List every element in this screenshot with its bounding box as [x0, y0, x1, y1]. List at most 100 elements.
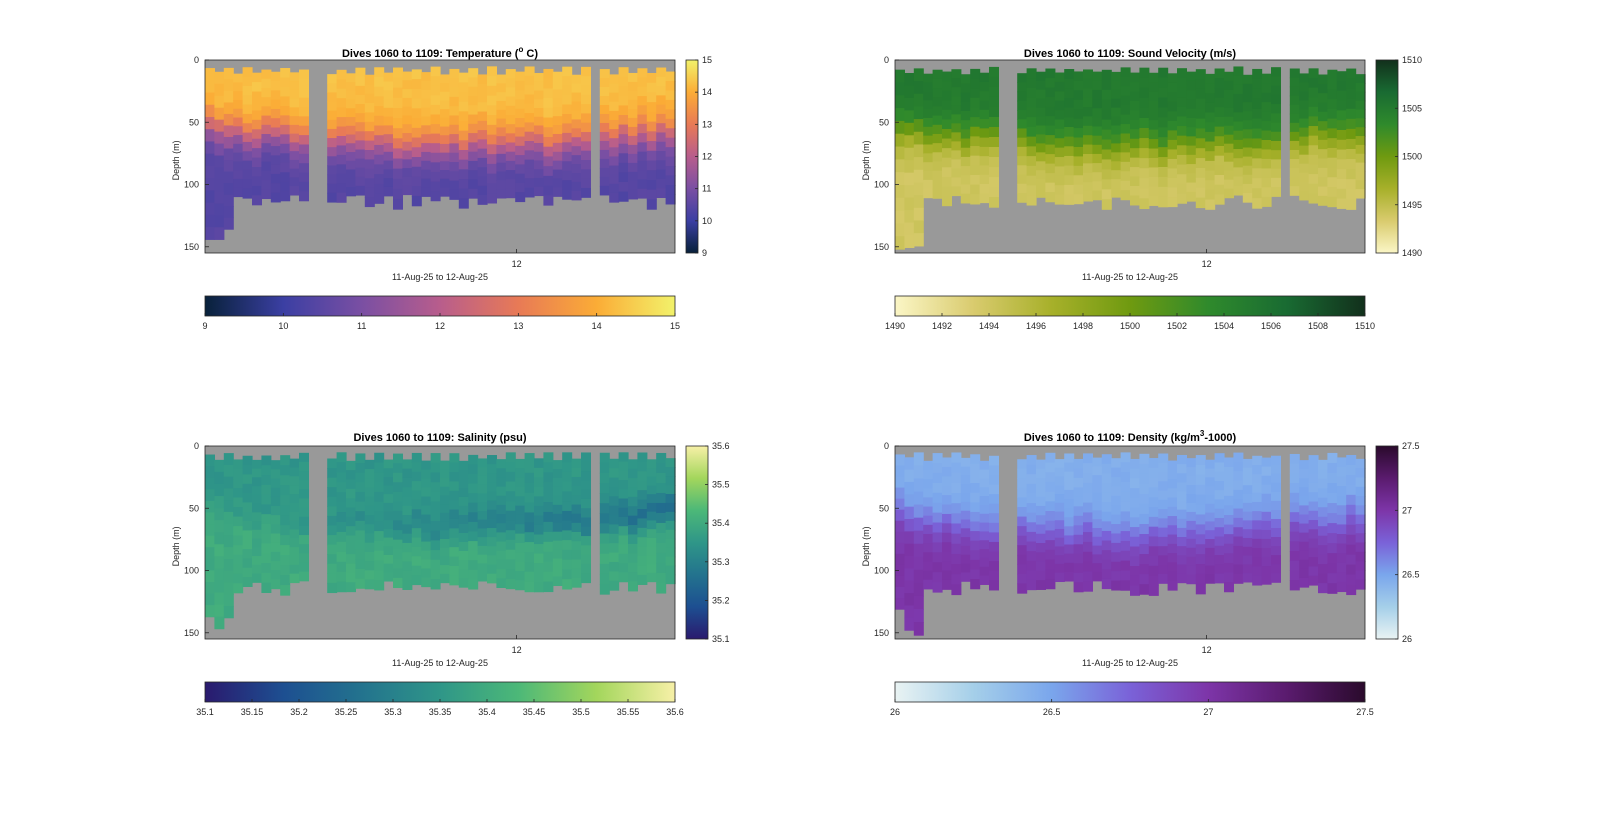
heatmap-cell — [1289, 159, 1300, 169]
heatmap-cell — [543, 175, 554, 187]
colorbar-bottom-tick-label: 35.35 — [429, 707, 452, 717]
heatmap-cell — [393, 482, 403, 493]
heatmap-cell — [364, 150, 375, 161]
heatmap-cell — [496, 559, 507, 570]
heatmap-cell — [261, 161, 272, 172]
heatmap-cell — [656, 452, 667, 464]
heatmap-cell — [1130, 129, 1140, 140]
heatmap-cell — [346, 117, 356, 127]
heatmap-cell — [1346, 554, 1357, 566]
heatmap-cell — [1242, 573, 1253, 583]
heatmap-cell — [1346, 169, 1357, 180]
heatmap-cell — [1205, 199, 1216, 210]
heatmap-cell — [468, 86, 479, 97]
colorbar-bottom-tick-label: 26.5 — [1043, 707, 1061, 717]
heatmap-cell — [411, 195, 422, 207]
heatmap-cell — [270, 460, 281, 470]
heatmap-cell — [505, 69, 516, 79]
heatmap-cell — [552, 549, 563, 560]
heatmap-cell — [665, 80, 676, 92]
heatmap-cell — [336, 462, 347, 473]
heatmap-cell — [534, 524, 544, 536]
heatmap-cell — [1036, 552, 1046, 563]
heatmap-cell — [646, 520, 657, 530]
heatmap-cell — [1092, 501, 1103, 511]
heatmap-cell — [421, 478, 432, 489]
heatmap-cell — [374, 174, 385, 185]
heatmap-cell — [904, 135, 915, 149]
heatmap-cell — [895, 197, 905, 212]
heatmap-cell — [402, 150, 413, 160]
heatmap-cell — [1064, 462, 1075, 473]
heatmap-cell — [562, 481, 573, 492]
heatmap-cell — [355, 501, 366, 512]
heatmap-cell — [628, 525, 638, 536]
heatmap-cell — [1195, 187, 1206, 199]
heatmap-cell — [989, 86, 999, 98]
heatmap-cell — [487, 173, 497, 184]
heatmap-cell — [346, 187, 356, 197]
heatmap-cell — [1233, 517, 1244, 528]
heatmap-cell — [1017, 119, 1028, 130]
axes-box — [204, 445, 676, 640]
heatmap-cell — [923, 73, 934, 84]
heatmap-cell — [1026, 531, 1037, 543]
heatmap-cell — [242, 465, 253, 476]
colorbar-right-tick-label: 9 — [702, 248, 707, 258]
heatmap-cell — [1092, 117, 1103, 128]
heatmap-cell — [1045, 472, 1056, 483]
heatmap-cell — [421, 89, 432, 100]
heatmap-cell — [374, 501, 385, 513]
heatmap-cell — [430, 76, 441, 87]
heatmap-cell — [609, 74, 620, 85]
heatmap-cell — [1289, 453, 1300, 465]
heatmap-cell — [261, 553, 272, 564]
heatmap-cell — [346, 134, 356, 144]
heatmap-cell — [477, 537, 488, 547]
heatmap-cell — [327, 573, 338, 584]
heatmap-cell — [1327, 79, 1338, 90]
heatmap-cell — [552, 107, 563, 117]
heatmap-cell — [1336, 149, 1347, 160]
heatmap-cell — [1073, 506, 1084, 517]
heatmap-cell — [1355, 542, 1366, 553]
heatmap-cell — [1045, 87, 1056, 98]
heatmap-cell — [656, 151, 667, 161]
heatmap-cell — [355, 122, 366, 132]
heatmap-cell — [383, 511, 394, 521]
heatmap-cell — [932, 453, 943, 464]
heatmap-cell — [646, 141, 657, 152]
heatmap-cell — [233, 459, 244, 470]
heatmap-cell — [1130, 82, 1140, 93]
heatmap-cell — [951, 159, 962, 170]
heatmap-cell — [1064, 194, 1075, 205]
heatmap-cell — [562, 462, 573, 473]
heatmap-cell — [477, 185, 488, 196]
heatmap-cell — [1111, 188, 1122, 198]
heatmap-cell — [205, 500, 215, 514]
heatmap-cell — [1261, 538, 1272, 549]
heatmap-cell — [646, 555, 657, 565]
heatmap-cell — [552, 125, 563, 135]
heatmap-cell — [599, 472, 610, 484]
heatmap-cell — [1214, 78, 1225, 89]
heatmap-cell — [665, 137, 676, 148]
heatmap-cell — [1148, 477, 1159, 489]
heatmap-cell — [421, 72, 432, 82]
heatmap-cell — [1073, 194, 1084, 205]
heatmap-cell — [1073, 563, 1084, 574]
heatmap-cell — [1120, 521, 1131, 532]
heatmap-cell — [1346, 108, 1357, 120]
heatmap-cell — [534, 142, 544, 153]
heatmap-cell — [1148, 195, 1159, 206]
heatmap-cell — [923, 543, 934, 553]
heatmap-cell — [970, 559, 981, 571]
heatmap-cell — [477, 148, 488, 159]
heatmap-cell — [223, 206, 234, 219]
heatmap-cell — [618, 134, 629, 145]
heatmap-cell — [355, 453, 366, 464]
heatmap-cell — [355, 104, 366, 114]
heatmap-cell — [505, 578, 516, 590]
heatmap-cell — [1242, 458, 1253, 469]
